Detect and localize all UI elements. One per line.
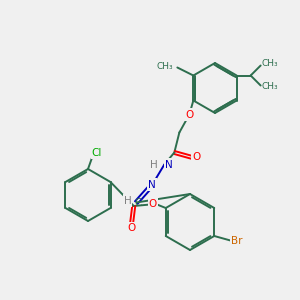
Text: H: H: [124, 196, 131, 206]
Text: O: O: [185, 110, 194, 119]
Text: N: N: [148, 179, 156, 190]
Text: O: O: [192, 152, 200, 163]
Text: CH₃: CH₃: [157, 62, 173, 71]
Text: CH₃: CH₃: [262, 82, 278, 91]
Text: O: O: [128, 223, 136, 233]
Text: Br: Br: [232, 236, 243, 246]
Text: N: N: [165, 160, 173, 170]
Text: Cl: Cl: [92, 148, 102, 158]
Text: C: C: [135, 197, 142, 208]
Text: O: O: [148, 199, 157, 209]
Text: CH₃: CH₃: [262, 59, 278, 68]
Text: H: H: [150, 160, 157, 170]
